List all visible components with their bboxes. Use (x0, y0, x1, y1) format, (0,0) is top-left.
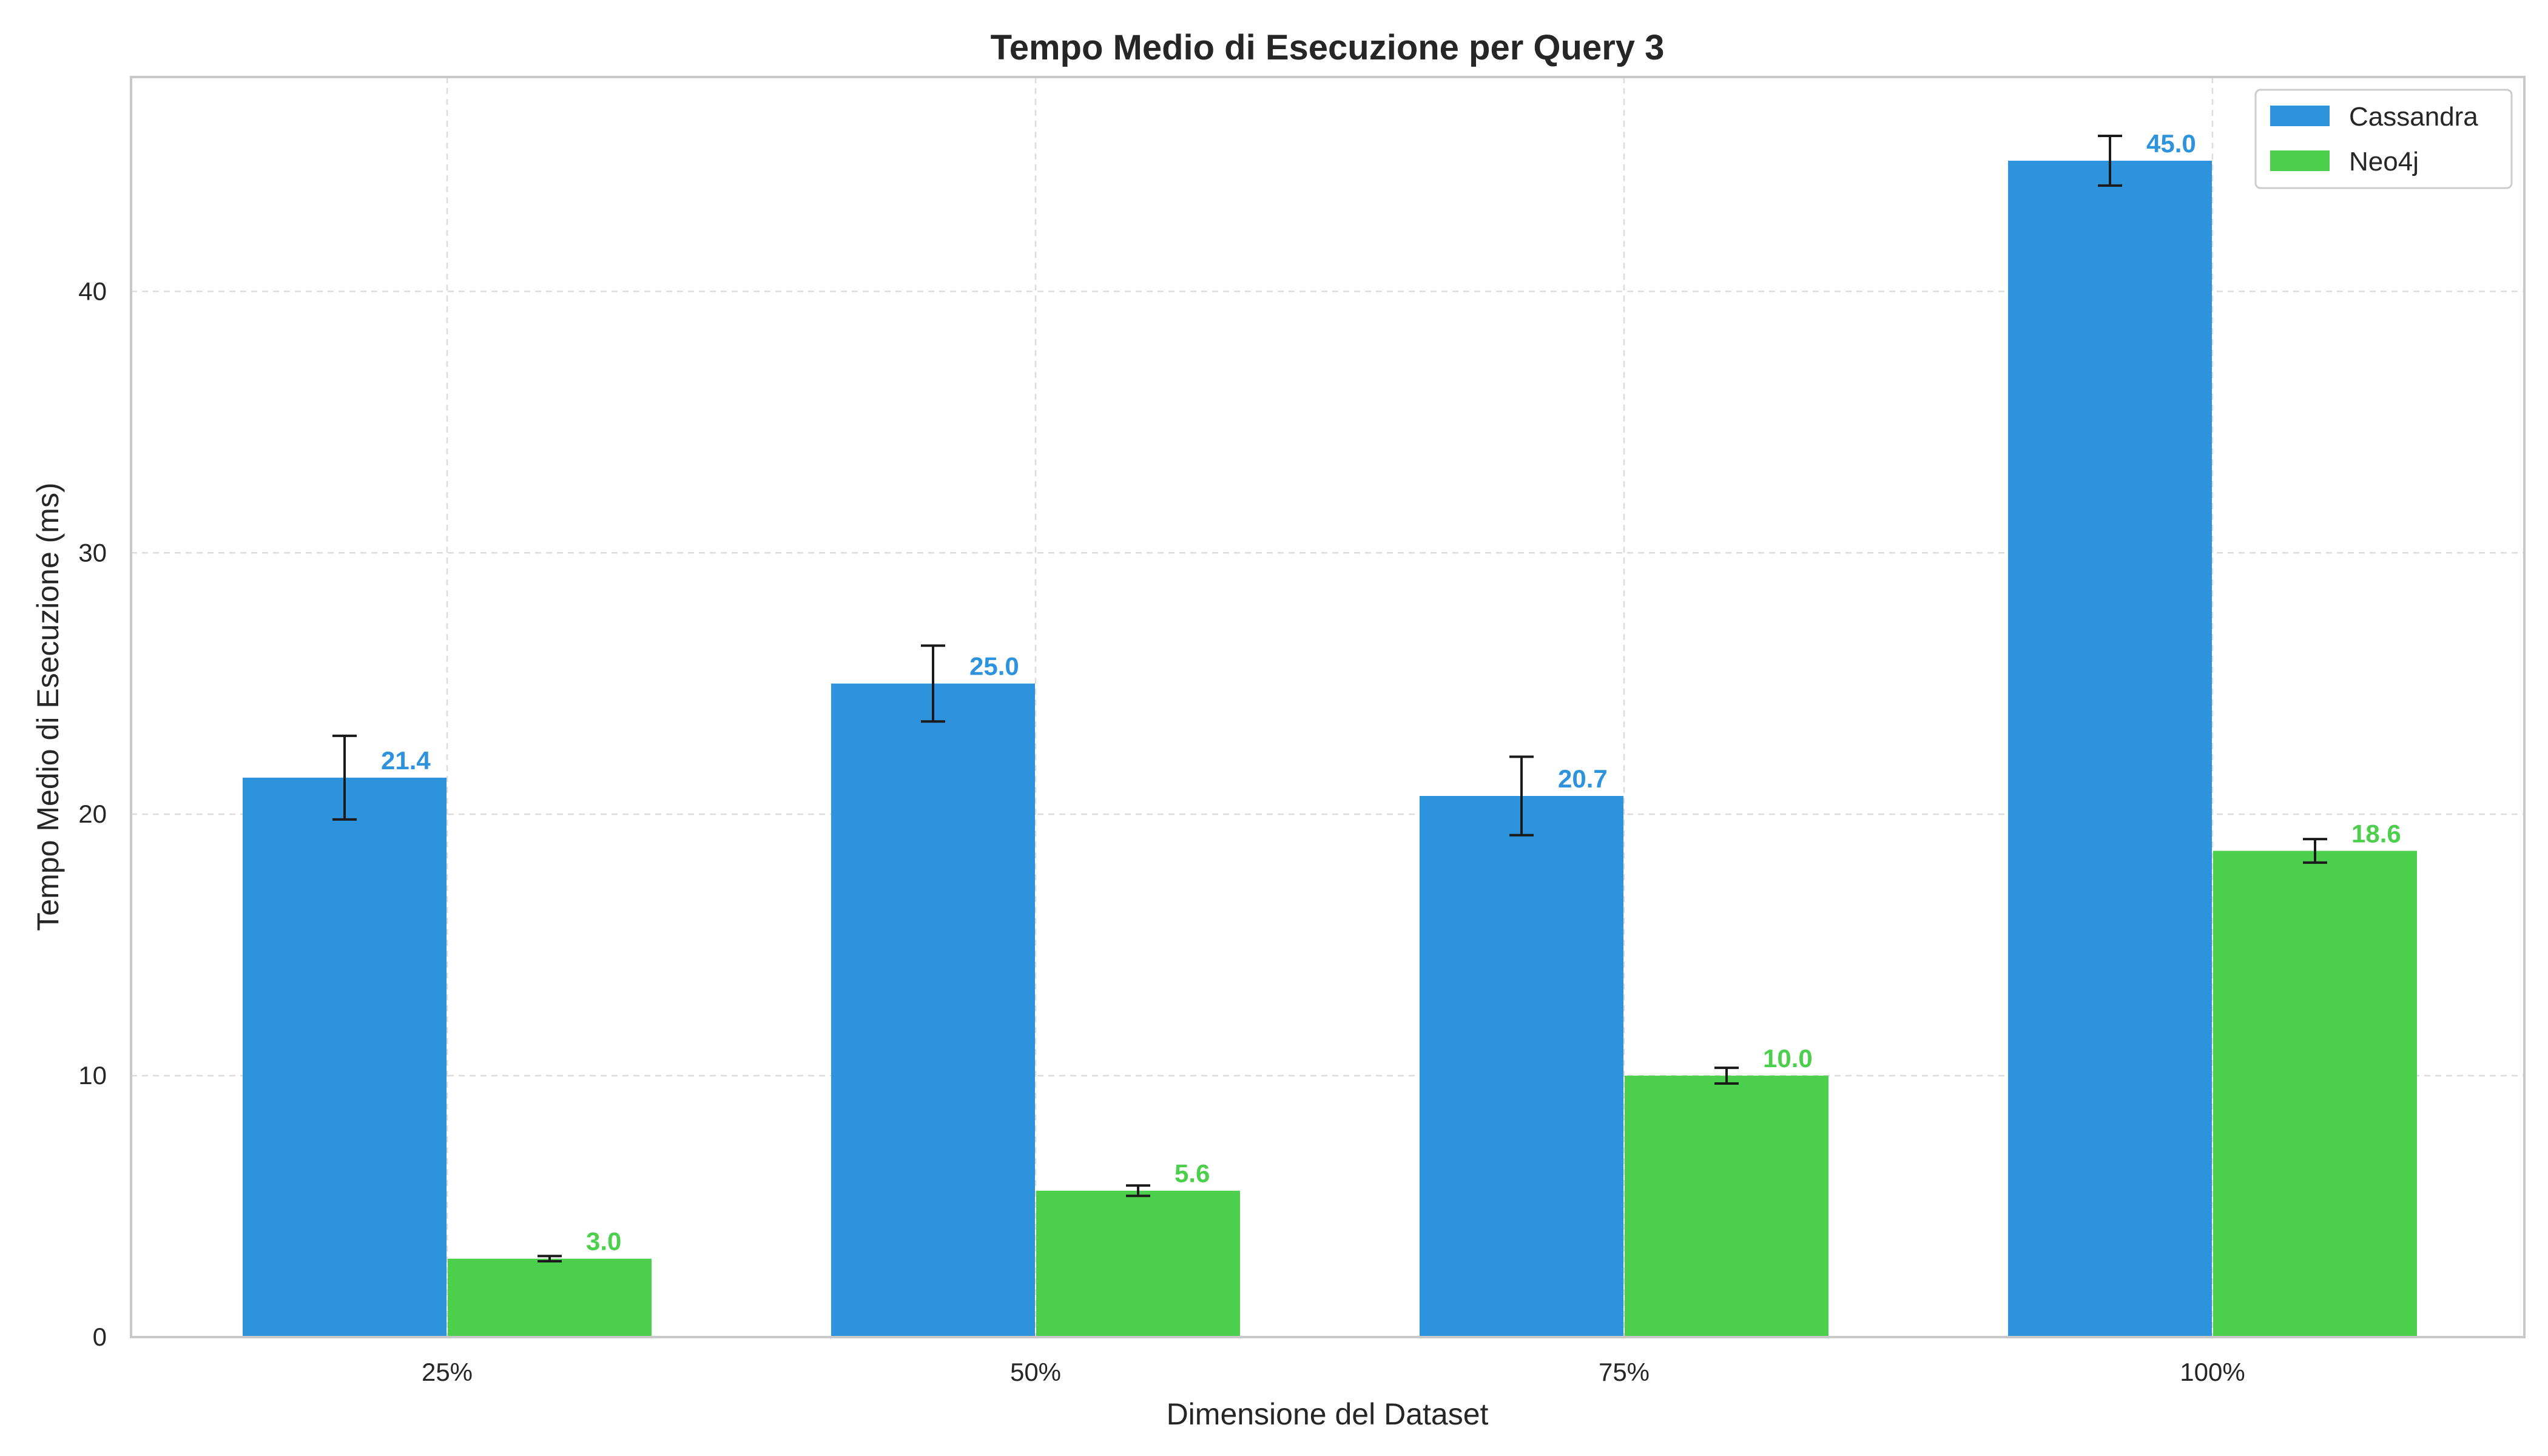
y-tick-label: 30 (78, 538, 107, 567)
data-label-neo4j: 18.6 (2351, 820, 2401, 848)
bar-neo4j-25pct (448, 1258, 652, 1337)
data-label-neo4j: 10.0 (1763, 1044, 1813, 1073)
x-tick-label: 50% (1010, 1358, 1061, 1386)
error-bars (332, 134, 2327, 1263)
bar-neo4j-100pct (2213, 851, 2417, 1337)
x-axis-label: Dimensione del Dataset (1167, 1397, 1489, 1431)
y-tick-label: 40 (78, 277, 107, 305)
y-tick-label: 10 (78, 1061, 107, 1090)
chart-title: Tempo Medio di Esecuzione per Query 3 (991, 28, 1665, 67)
error-bar-neo4j (2303, 838, 2327, 864)
error-bar-neo4j (1714, 1067, 1739, 1085)
x-tick-label: 100% (2180, 1358, 2245, 1386)
error-bar-cassandra (921, 644, 945, 723)
bar-cassandra-25pct (243, 777, 447, 1337)
error-bar-neo4j (1126, 1184, 1150, 1198)
error-bar-neo4j (538, 1255, 562, 1263)
legend-swatch-neo4j (2270, 150, 2330, 171)
legend-label-neo4j: Neo4j (2349, 147, 2419, 177)
legend-label-cassandra: Cassandra (2349, 102, 2478, 132)
grid-lines (131, 77, 2524, 1337)
plot-frame (130, 76, 2526, 1338)
bar-cassandra-50pct (831, 683, 1035, 1337)
data-label-cassandra: 25.0 (969, 652, 1019, 681)
error-bar-cassandra (332, 734, 357, 821)
legend: Cassandra Neo4j (2254, 89, 2513, 189)
y-axis-label: Tempo Medio di Esecuzione (ms) (31, 482, 65, 931)
data-label-cassandra: 21.4 (381, 746, 431, 775)
y-tick-label: 0 (93, 1323, 107, 1351)
bar-neo4j-75pct (1625, 1076, 1828, 1337)
bar-neo4j-50pct (1036, 1190, 1240, 1337)
data-label-neo4j: 5.6 (1175, 1159, 1210, 1188)
y-tick-label: 20 (78, 800, 107, 828)
axis-ticks: 0 10 20 30 40 25% 50% 75% 100% (78, 277, 2245, 1386)
bar-cassandra-100pct (2008, 160, 2212, 1338)
bar-cassandra-75pct (1420, 796, 1623, 1337)
data-label-neo4j: 3.0 (586, 1227, 621, 1256)
data-label-cassandra: 20.7 (1558, 764, 1608, 793)
error-bar-cassandra (1509, 755, 1534, 837)
bars (243, 160, 2417, 1338)
data-labels: 21.4 25.0 20.7 45.0 3.0 5.6 10.0 18.6 (381, 129, 2401, 1256)
x-tick-label: 25% (422, 1358, 473, 1386)
x-tick-label: 75% (1599, 1358, 1650, 1386)
data-label-cassandra: 45.0 (2146, 129, 2196, 158)
legend-swatch-cassandra (2270, 106, 2330, 126)
error-bar-cassandra (2098, 134, 2122, 187)
